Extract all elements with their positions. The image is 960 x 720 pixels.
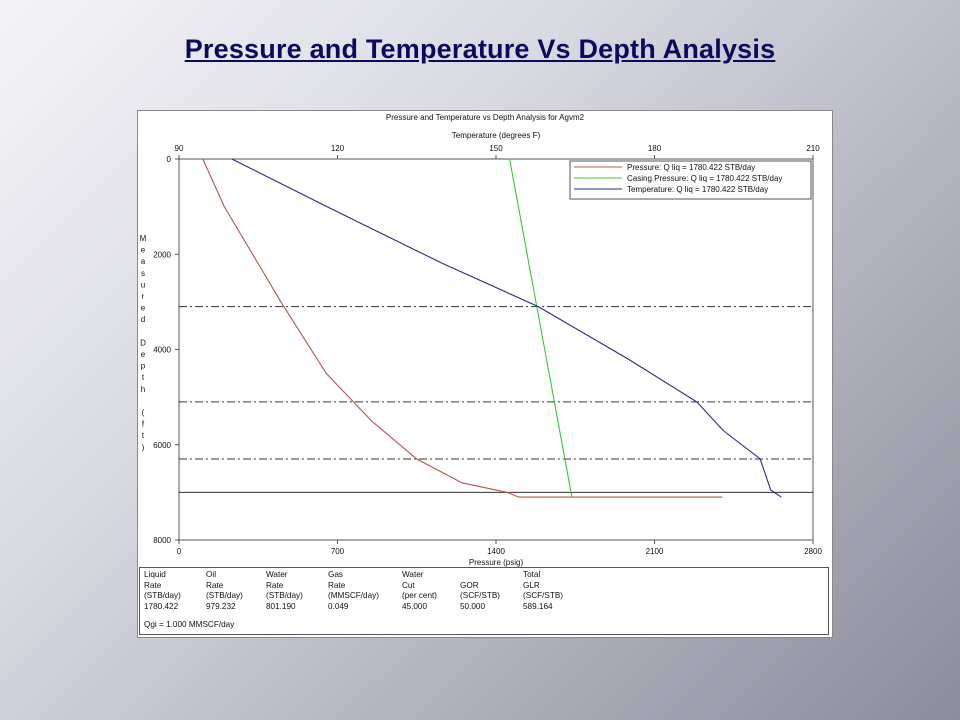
table-header: (SCF/STB) [523, 591, 564, 601]
table-header: GOR [460, 580, 479, 590]
legend-entry: Casing Pressure: Q liq = 1780.422 STB/da… [627, 174, 782, 183]
table-header: (MMSCF/day) [328, 591, 379, 601]
results-table: Liquid Rate (STB/day) 1780.422 Oil Rate (STB/d… [139, 567, 829, 635]
table-header: Rate [206, 580, 224, 590]
y-axis-tick-label: 4000 [153, 346, 171, 355]
table-header: Gas [328, 570, 344, 579]
series-line-casing-pressure [509, 158, 573, 498]
table-header: (STB/day) [206, 591, 243, 601]
y-axis-tick-label: 6000 [153, 441, 171, 450]
series-line-temperature [231, 158, 782, 498]
bottom-axis-tick-label: 2100 [646, 547, 664, 556]
pressure-temperature-depth-chart: Pressure and Temperature vs Depth Analys… [140, 113, 823, 567]
y-axis-tick-label: 0 [167, 155, 172, 164]
top-axis-tick-label: 180 [648, 144, 662, 153]
table-header: Oil [206, 570, 217, 579]
table-header: Water [266, 570, 288, 579]
table-header: Total [523, 570, 541, 579]
table-value: 979.232 [206, 601, 236, 611]
table-header: (STB/day) [144, 591, 181, 601]
table-header: Liquid [144, 570, 166, 579]
y-axis-tick-label: 2000 [153, 250, 171, 259]
table-header: (SCF/STB) [460, 591, 501, 601]
table-header: (STB/day) [266, 591, 303, 601]
top-axis-tick-label: 90 [175, 144, 184, 153]
table-header: Cut [402, 580, 415, 590]
top-axis-tick-label: 120 [331, 144, 345, 153]
top-axis-label: Temperature (degrees F) [452, 131, 541, 140]
legend-entry: Pressure: Q liq = 1780.422 STB/day [627, 163, 755, 172]
table-value: 801.190 [266, 601, 296, 611]
bottom-axis-tick-label: 0 [177, 547, 182, 556]
bottom-axis-tick-label: 1400 [487, 547, 505, 556]
table-header: Rate [328, 580, 346, 590]
legend-entry: Temperature: Q liq = 1780.422 STB/day [627, 185, 768, 194]
table-value: 589.164 [523, 601, 553, 611]
top-axis-tick-label: 210 [806, 144, 820, 153]
slide-title: Pressure and Temperature Vs Depth Analys… [184, 34, 776, 64]
table-header: Water [402, 570, 424, 579]
y-axis-tick-label: 8000 [153, 536, 171, 545]
table-value: 50.000 [460, 601, 486, 611]
chart-panel: Pressure and Temperature vs Depth Analys… [137, 110, 833, 638]
top-axis-tick-label: 150 [489, 144, 503, 153]
table-header: GLR [523, 580, 540, 590]
bottom-axis-label: Pressure (psig) [469, 558, 524, 567]
table-header: (per cent) [402, 591, 438, 601]
chart-title: Pressure and Temperature vs Depth Analys… [386, 113, 585, 122]
table-header: Rate [266, 580, 284, 590]
table-value: 45.000 [402, 601, 428, 611]
table-header: Rate [144, 580, 162, 590]
bottom-axis-tick-label: 700 [331, 547, 345, 556]
table-value: 0.049 [328, 601, 349, 611]
plot-area-frame [178, 158, 814, 541]
series-line-pressure [202, 158, 723, 498]
table-value: 1780.422 [144, 601, 179, 611]
gas-injection-note: Qgi = 1.000 MMSCF/day [144, 620, 235, 629]
bottom-axis-tick-label: 2800 [804, 547, 822, 556]
